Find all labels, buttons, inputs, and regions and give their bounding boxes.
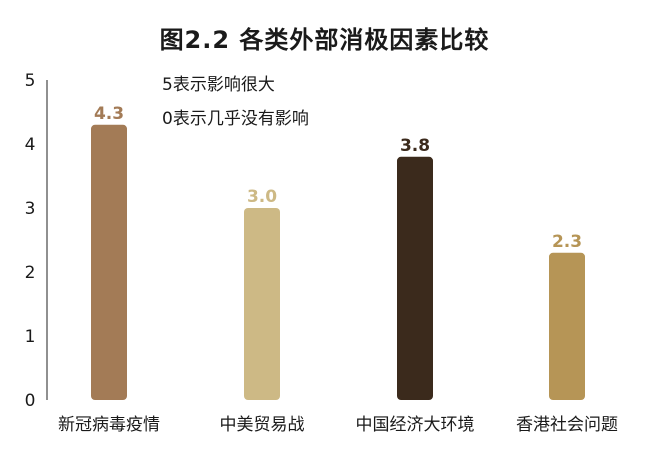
x-tick-label: 中美贸易战 <box>220 415 305 435</box>
x-tick-label: 中国经济大环境 <box>356 415 475 435</box>
x-tick-label: 新冠病毒疫情 <box>58 415 160 435</box>
data-label: 3.8 <box>400 136 430 156</box>
y-tick-label: 0 <box>25 391 36 411</box>
scale-note-high: 5表示影响很大 <box>162 75 275 95</box>
bar <box>91 124 127 401</box>
x-tick-label: 香港社会问题 <box>516 415 618 435</box>
data-label: 2.3 <box>552 232 582 252</box>
y-tick-label: 1 <box>25 327 36 347</box>
data-label: 4.3 <box>94 104 124 124</box>
y-tick-label: 4 <box>25 135 36 155</box>
bar <box>549 252 585 400</box>
y-tick-label: 5 <box>25 71 36 91</box>
bar <box>397 156 433 400</box>
data-label: 3.0 <box>247 187 277 207</box>
y-tick-label: 2 <box>25 263 36 283</box>
bar <box>244 208 280 400</box>
scale-note-low: 0表示几乎没有影响 <box>162 109 309 129</box>
y-tick-label: 3 <box>25 199 36 219</box>
chart-title: 图2.2 各类外部消极因素比较 <box>159 26 490 54</box>
